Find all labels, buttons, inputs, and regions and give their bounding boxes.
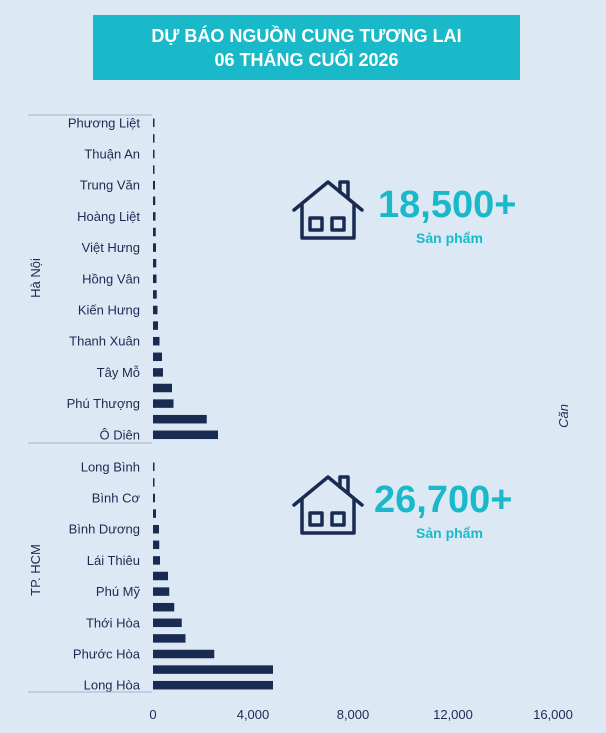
category-label: Việt Hưng (82, 240, 140, 255)
chart-title-line-1: DỰ BÁO NGUỒN CUNG TƯƠNG LAI (151, 25, 462, 46)
bar (153, 540, 160, 550)
category-label: Long Hòa (84, 678, 141, 693)
bar (153, 352, 162, 362)
bar (153, 134, 155, 143)
category-label: Trung Văn (80, 178, 140, 193)
bar (153, 618, 182, 628)
house-icon (292, 180, 364, 240)
category-label: Ô Diên (100, 427, 140, 442)
bar (153, 414, 207, 424)
bar (153, 602, 175, 612)
bar (153, 462, 155, 472)
axis-layer: 0 4,000 8,000 12,000 16,000 Căn (28, 114, 573, 722)
category-label: Bình Dương (69, 522, 140, 537)
bar (153, 524, 159, 534)
category-label: Long Bình (81, 459, 140, 474)
bar (153, 634, 186, 643)
bar (153, 243, 156, 252)
bar (153, 149, 155, 159)
chart-title: DỰ BÁO NGUỒN CUNG TƯƠNG LAI 06 THÁNG CUỐ… (93, 15, 520, 80)
category-label: Phước Hòa (73, 647, 141, 662)
x-tick-label: 16,000 (533, 707, 573, 722)
bar (153, 212, 156, 221)
category-label: Thới Hòa (86, 615, 141, 630)
category-label: Phú Thượng (67, 396, 140, 411)
stat-hanoi: 18,500+ Sản phẩm (290, 178, 550, 248)
category-label: Bình Cơ (92, 491, 141, 506)
bar (153, 665, 273, 674)
bar (153, 430, 218, 440)
group-label: Hà Nội (28, 258, 43, 298)
bar (153, 478, 155, 487)
category-label: Thanh Xuân (69, 334, 140, 349)
bar (153, 649, 215, 659)
house-icon (292, 475, 364, 535)
category-label: Thuận An (84, 147, 140, 162)
bar (153, 399, 174, 408)
chart-title-line-2: 06 THÁNG CUỐI 2026 (214, 49, 399, 70)
stat-hcm: 26,700+ Sản phẩm (290, 473, 550, 543)
x-tick-label: 0 (149, 707, 156, 722)
bar (153, 274, 157, 284)
bar (153, 227, 156, 237)
bar (153, 587, 170, 596)
stat-value: 18,500+ (378, 184, 517, 226)
stat-value: 26,700+ (374, 479, 513, 521)
bar (153, 305, 158, 315)
bar (153, 321, 158, 330)
category-label: Hồng Vân (82, 271, 140, 286)
category-label: Hoàng Liệt (77, 209, 140, 224)
bar (153, 258, 157, 268)
stat-unit: Sản phẩm (416, 525, 483, 541)
bar (153, 180, 155, 190)
category-label: Kiến Hưng (78, 303, 140, 318)
bars-layer (153, 118, 273, 690)
bar (153, 336, 160, 346)
category-label: Phú Mỹ (96, 584, 141, 599)
category-label: Lái Thiêu (87, 553, 140, 568)
stat-unit: Sản phẩm (416, 230, 483, 246)
bar (153, 368, 163, 377)
y-axis-label: Căn (556, 404, 571, 428)
bar (153, 290, 157, 299)
bar (153, 383, 172, 393)
bar (153, 571, 168, 581)
category-label: Tây Mỗ (97, 365, 140, 380)
x-tick-label: 4,000 (237, 707, 270, 722)
bar (153, 196, 156, 206)
bar (153, 556, 160, 565)
category-labels-layer: Phương Liệt Thuận An Trung Văn Hoàng Liệt Vi… (28, 115, 141, 692)
category-label: Phương Liệt (68, 115, 141, 130)
bar (153, 118, 155, 128)
bar (153, 493, 155, 503)
x-tick-label: 12,000 (433, 707, 473, 722)
bar (153, 509, 156, 518)
group-label: TP. HCM (28, 544, 43, 596)
bar (153, 165, 155, 174)
x-tick-label: 8,000 (337, 707, 370, 722)
bar (153, 680, 273, 690)
